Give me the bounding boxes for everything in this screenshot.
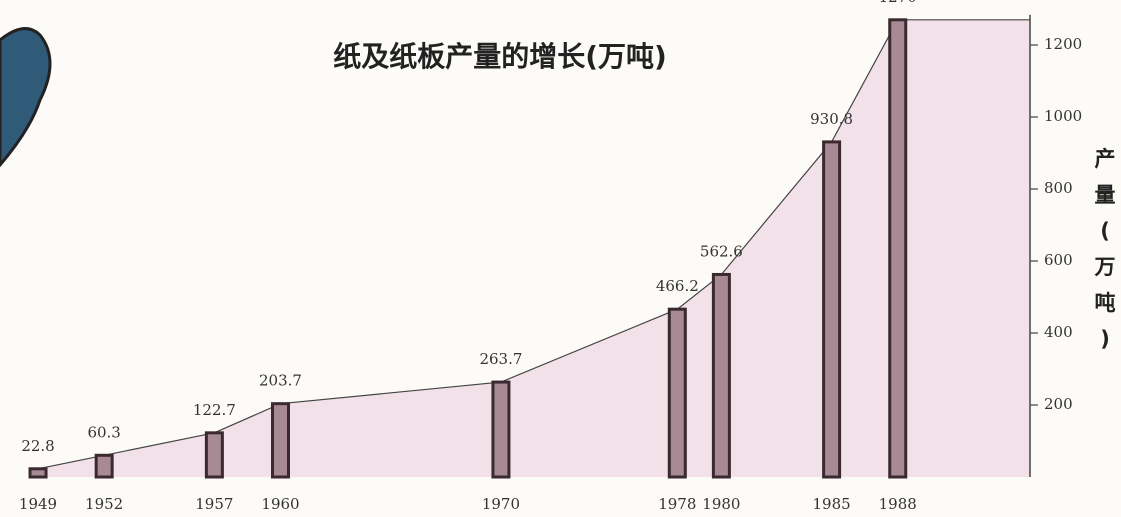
bar [822,140,842,479]
bar [888,18,908,479]
x-tick-label: 1957 [195,495,233,513]
value-label: 60.3 [87,423,120,441]
y-axis-label-char: ( [1100,219,1110,243]
area-fill [38,19,1031,478]
bar [711,272,731,479]
y-axis-label-char: 产 [1095,147,1116,171]
x-tick-label: 1988 [879,495,917,513]
y-axis-label-char: 量 [1095,183,1116,207]
value-label: 203.7 [259,372,302,390]
x-tick-label: 1978 [658,495,696,513]
y-axis-label-char: ) [1100,327,1110,351]
x-tick-label: 1985 [813,495,851,513]
x-tick-label: 1970 [482,495,520,513]
y-tick-label: 1200 [1044,35,1082,53]
bar [94,453,114,479]
bar [271,402,291,479]
value-label: 263.7 [479,350,522,368]
y-tick-label: 1000 [1044,107,1082,125]
x-tick-label: 1960 [261,495,299,513]
value-label: 562.6 [700,242,743,260]
bar [204,431,224,479]
x-tick-label: 1980 [702,495,740,513]
value-label: 930.8 [810,110,853,128]
y-tick-label: 400 [1044,323,1073,341]
y-tick-label: 200 [1044,395,1073,413]
y-axis-label: 产量 ( 万吨) [1094,147,1116,351]
y-axis-label-char: 吨 [1095,291,1116,315]
value-label: 466.2 [656,277,699,295]
value-label: 122.7 [193,401,236,419]
chart-title: 纸及纸板产量的增长(万吨) [333,40,667,73]
y-tick-label: 600 [1044,251,1073,269]
bar [28,467,48,479]
y-axis-label-char: 万 [1094,255,1116,279]
bar [491,380,511,479]
x-tick-label: 1952 [85,495,123,513]
value-label: 1270 [879,0,917,6]
value-label: 22.8 [21,437,54,455]
y-tick-label: 800 [1044,179,1073,197]
decoration [0,27,52,168]
x-tick-label: 1949 [19,495,57,513]
bar [667,307,687,479]
